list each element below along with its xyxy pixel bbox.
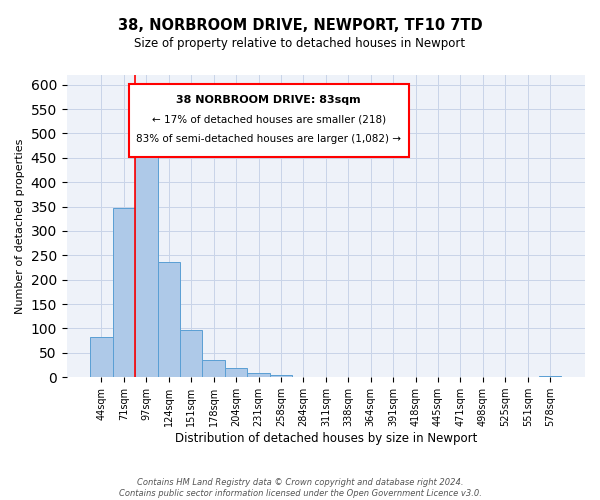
Text: 83% of semi-detached houses are larger (1,082) →: 83% of semi-detached houses are larger (…	[136, 134, 401, 144]
Bar	[135, 145, 158, 377]
Text: 38 NORBROOM DRIVE: 83sqm: 38 NORBROOM DRIVE: 83sqm	[176, 94, 361, 104]
Y-axis label: Number of detached properties: Number of detached properties	[15, 138, 25, 314]
Bar	[539, 376, 562, 377]
X-axis label: Distribution of detached houses by size in Newport: Distribution of detached houses by size …	[175, 432, 477, 445]
Bar	[202, 360, 225, 377]
Text: ← 17% of detached houses are smaller (218): ← 17% of detached houses are smaller (21…	[152, 114, 386, 124]
Text: 38, NORBROOM DRIVE, NEWPORT, TF10 7TD: 38, NORBROOM DRIVE, NEWPORT, TF10 7TD	[118, 18, 482, 32]
Bar	[247, 374, 270, 377]
Bar	[158, 262, 180, 377]
Bar	[113, 208, 135, 377]
Bar	[270, 375, 292, 377]
Bar	[90, 337, 113, 377]
FancyBboxPatch shape	[129, 84, 409, 156]
Bar	[225, 368, 247, 377]
Text: Size of property relative to detached houses in Newport: Size of property relative to detached ho…	[134, 38, 466, 51]
Text: Contains HM Land Registry data © Crown copyright and database right 2024.
Contai: Contains HM Land Registry data © Crown c…	[119, 478, 481, 498]
Bar	[180, 330, 202, 377]
